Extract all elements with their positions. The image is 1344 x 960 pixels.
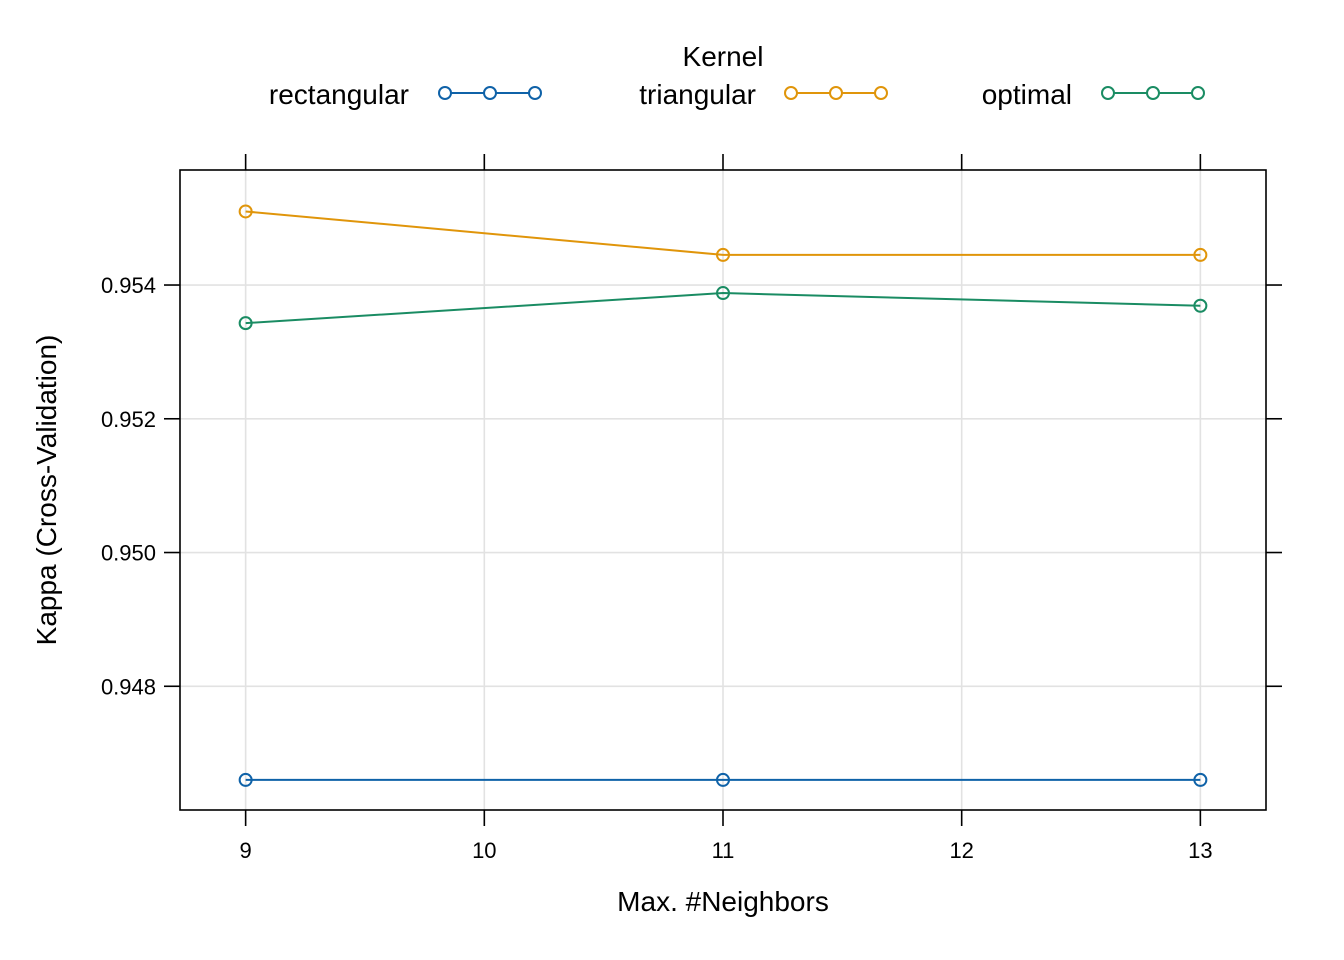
- legend-marker: [483, 86, 497, 100]
- legend-item-rectangular: rectangular: [269, 79, 542, 110]
- x-tick-label: 9: [240, 838, 252, 863]
- series-optimal: [238, 286, 1208, 331]
- data-point: [238, 204, 253, 219]
- series-triangular: [238, 204, 1208, 262]
- x-axis-title: Max. #Neighbors: [617, 886, 829, 917]
- legend-marker: [1101, 86, 1115, 100]
- legend-marker: [438, 86, 452, 100]
- legend-label: rectangular: [269, 79, 409, 110]
- y-tick-label: 0.952: [101, 407, 156, 432]
- series-layer: [238, 204, 1208, 787]
- x-tick-label: 10: [472, 838, 496, 863]
- x-tick-label: 13: [1188, 838, 1212, 863]
- y-tick-label: 0.954: [101, 273, 156, 298]
- data-point: [716, 247, 730, 262]
- data-point: [1193, 772, 1208, 787]
- data-point: [238, 316, 253, 331]
- legend-marker: [784, 86, 798, 100]
- y-tick-label: 0.950: [101, 541, 156, 566]
- legend-label: triangular: [639, 79, 756, 110]
- axis-ticks: 9 10 11 12 13 0.948 0.950 0.952 0.954: [101, 154, 1282, 863]
- x-tick-label: 12: [949, 838, 973, 863]
- data-point: [716, 772, 730, 787]
- legend-marker: [829, 86, 843, 100]
- legend-title: Kernel: [683, 41, 764, 72]
- series-line: [245, 292, 1201, 325]
- y-tick-label: 0.948: [101, 674, 156, 699]
- legend-marker: [874, 86, 888, 100]
- legend-label: optimal: [982, 79, 1072, 110]
- data-point: [716, 286, 730, 301]
- legend-item-optimal: optimal: [982, 79, 1205, 110]
- x-tick-label: 11: [712, 838, 735, 863]
- legend-marker: [1146, 86, 1160, 100]
- data-point: [238, 772, 253, 787]
- series-rectangular: [238, 772, 1208, 787]
- data-point: [1193, 247, 1208, 262]
- legend-marker: [1191, 86, 1205, 100]
- legend-marker: [528, 86, 542, 100]
- grid: [180, 170, 1266, 810]
- series-line: [245, 210, 1201, 256]
- y-axis-title: Kappa (Cross-Validation): [31, 335, 62, 646]
- legend: Kernel rectangular triangular optimal: [269, 41, 1205, 110]
- legend-item-triangular: triangular: [639, 79, 888, 110]
- data-point: [1193, 298, 1208, 313]
